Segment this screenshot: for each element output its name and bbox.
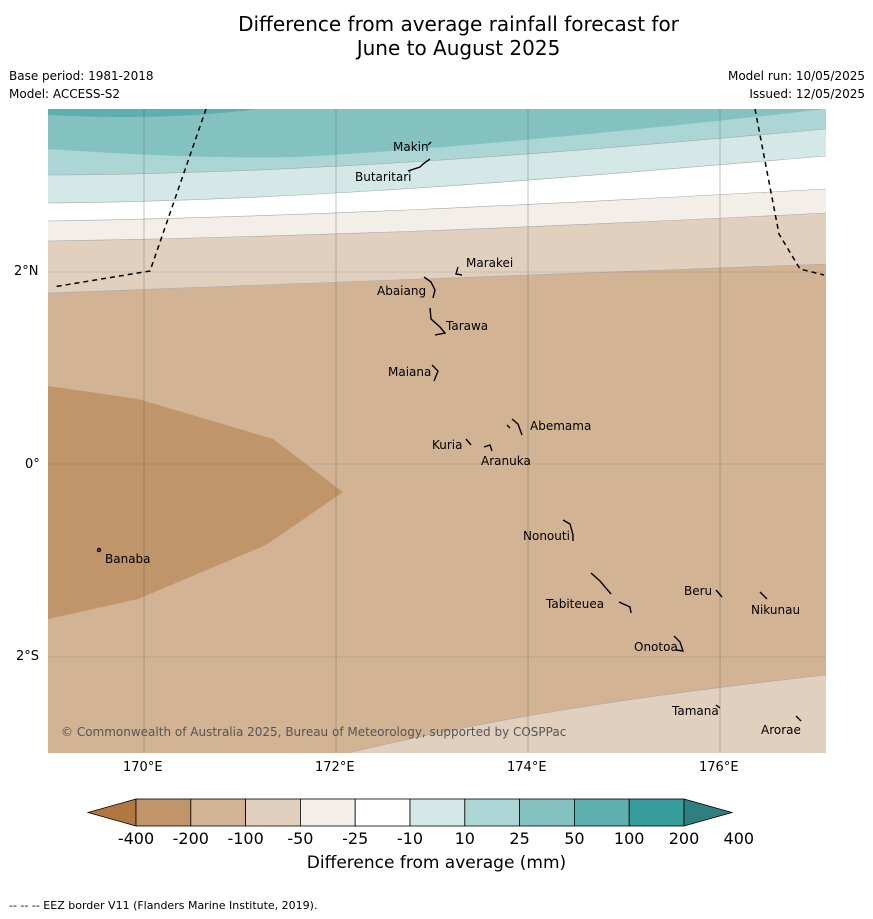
lat-label-2n: 2°N xyxy=(14,264,39,279)
island-labels: Makin Butaritari Marakei Abaiang Tarawa … xyxy=(105,140,801,737)
lon-label-176e: 176°E xyxy=(699,760,739,775)
island-tamana-shape xyxy=(715,704,721,709)
colorbar-label: Difference from average (mm) xyxy=(306,853,567,873)
colorbar-tick-label: 50 xyxy=(564,829,584,848)
island-label-banaba: Banaba xyxy=(105,552,151,566)
island-nonouti-shape xyxy=(562,519,574,541)
island-label-makin: Makin xyxy=(393,140,429,154)
eez-border xyxy=(52,109,825,288)
lat-label-2s: 2°S xyxy=(16,649,40,664)
island-label-beru: Beru xyxy=(684,584,712,598)
colorbar-swatch xyxy=(299,798,356,827)
map-canvas: Makin Butaritari Marakei Abaiang Tarawa … xyxy=(48,109,826,753)
island-label-aranuka: Aranuka xyxy=(481,454,531,468)
model-name: Model: ACCESS-S2 xyxy=(9,87,121,101)
island-label-nonouti: Nonouti xyxy=(523,529,570,543)
copyright-notice: © Commonwealth of Australia 2025, Bureau… xyxy=(61,725,566,739)
issued-date: Issued: 12/05/2025 xyxy=(749,87,865,101)
island-onotoa-shape xyxy=(673,635,685,652)
lat-label-0: 0° xyxy=(25,457,40,472)
island-label-tarawa: Tarawa xyxy=(445,319,488,333)
colorbar-tick-label: -10 xyxy=(397,829,423,848)
colorbar-tick-label: 10 xyxy=(455,829,475,848)
island-label-arorae: Arorae xyxy=(761,723,801,737)
colorbar-swatch xyxy=(464,798,520,827)
colorbar-swatch xyxy=(354,798,411,827)
colorbar-tick-label: -100 xyxy=(227,829,263,848)
island-arorae-shape xyxy=(795,715,802,722)
metadata-left: Base period: 1981-2018 Model: ACCESS-S2 xyxy=(9,67,154,103)
lon-label-172e: 172°E xyxy=(315,760,355,775)
model-run: Model run: 10/05/2025 xyxy=(727,69,865,83)
island-label-onotoa: Onotoa xyxy=(634,640,678,654)
island-label-tabiteuea: Tabiteuea xyxy=(545,597,604,611)
island-label-kuria: Kuria xyxy=(432,438,463,452)
graticule xyxy=(48,109,826,753)
colorbar-tick-label: -200 xyxy=(173,829,209,848)
colorbar-tick-label: 100 xyxy=(614,829,645,848)
base-period: Base period: 1981-2018 xyxy=(9,69,154,83)
lon-label-170e: 170°E xyxy=(123,760,163,775)
island-maiana-shape xyxy=(431,364,439,382)
band-minus50-minus25-south xyxy=(348,675,826,753)
island-label-nikunau: Nikunau xyxy=(751,603,800,617)
island-aranuka-shape xyxy=(483,444,493,452)
island-abemama-shape xyxy=(506,418,523,436)
island-label-butaritari: Butaritari xyxy=(355,170,412,184)
island-makin-shape xyxy=(427,141,432,146)
island-tarawa-shape xyxy=(429,307,447,336)
colorbar-swatch xyxy=(135,798,192,827)
colorbar-extend-high xyxy=(683,798,734,827)
island-label-abemama: Abemama xyxy=(530,419,591,433)
colorbar-tick-label: 200 xyxy=(669,829,700,848)
metadata-right: Model run: 10/05/2025 Issued: 12/05/2025 xyxy=(728,67,865,103)
island-abaiang-shape xyxy=(423,276,436,299)
island-kuria-shape xyxy=(465,438,472,446)
colorbar-swatch xyxy=(409,798,466,827)
island-label-tamana: Tamana xyxy=(671,704,719,718)
eez-footnote: -- -- -- EEZ border V11 (Flanders Marine… xyxy=(9,899,318,912)
island-banaba-shape xyxy=(96,547,102,553)
island-tabiteuea-shape xyxy=(590,572,632,614)
island-nikunau-shape xyxy=(759,591,768,600)
island-marakei-shape xyxy=(455,266,463,276)
colorbar-swatch xyxy=(628,798,685,827)
title-line-1: Difference from average rainfall forecas… xyxy=(238,12,679,36)
title-line-2: June to August 2025 xyxy=(356,36,561,60)
lon-label-174e: 174°E xyxy=(507,760,547,775)
island-beru-shape xyxy=(715,589,723,598)
map-title: Difference from average rainfall forecas… xyxy=(0,12,873,60)
island-label-marakei: Marakei xyxy=(466,256,513,270)
colorbar-svg: -400 -200 -100 -50 -25 -10 10 25 50 100 200 400 xyxy=(86,798,755,848)
colorbar: -400 -200 -100 -50 -25 -10 10 25 50 100 200 400 xyxy=(0,790,873,880)
colorbar-tick-label: 400 xyxy=(724,829,755,848)
band-minus200-minus100 xyxy=(48,386,343,619)
island-label-abaiang: Abaiang xyxy=(377,284,426,298)
island-butaritari-shape xyxy=(407,158,431,172)
colorbar-tick-label: -25 xyxy=(342,829,368,848)
colorbar-tick-label: -50 xyxy=(287,829,313,848)
colorbar-swatch xyxy=(519,798,575,827)
forecast-map: Makin Butaritari Marakei Abaiang Tarawa … xyxy=(48,109,826,753)
colorbar-tick-label: 25 xyxy=(509,829,529,848)
island-outlines xyxy=(96,141,802,722)
colorbar-tick-label: -400 xyxy=(118,829,154,848)
colorbar-swatch xyxy=(190,798,247,827)
colorbar-swatch xyxy=(245,798,301,827)
colorbar-swatch xyxy=(574,798,630,827)
island-label-maiana: Maiana xyxy=(388,365,431,379)
band-50-100-body xyxy=(48,109,826,158)
colorbar-extend-low xyxy=(86,798,137,827)
